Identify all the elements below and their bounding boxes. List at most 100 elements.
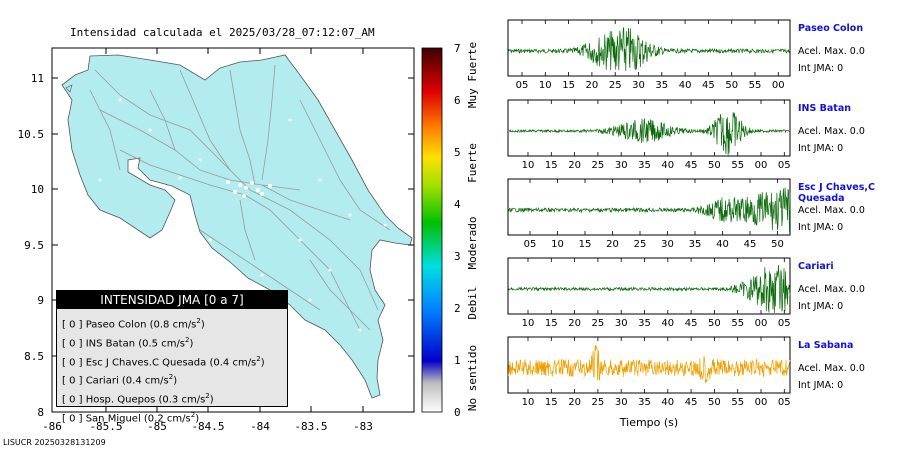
time-tick-label: 30 [661, 239, 674, 250]
time-tick-label: 30 [615, 397, 628, 408]
time-tick-label: 35 [689, 239, 702, 250]
legend-station: Esc J Chaves.C Quesada [85, 356, 210, 368]
legend-station: Paseo Colon [85, 319, 150, 331]
time-tick-label: 50 [708, 397, 721, 408]
colorbar-tick-label: 3 [454, 250, 461, 263]
colorbar-tick-label: 6 [454, 94, 461, 107]
time-axis-label: Tiempo (s) [619, 416, 678, 429]
time-tick-label: 45 [702, 80, 715, 91]
seismogram-panels: 05 10 15 20 25 30 35 40 45 50 55 00 10 15 20 25 30 35 40 45… [507, 19, 791, 429]
time-tick-label: 20 [568, 397, 581, 408]
time-tick-label: 20 [568, 318, 581, 329]
legend-intensity: [ 0 ] [62, 375, 86, 387]
time-tick-label: 25 [592, 160, 605, 171]
station-accel: Acel. Max. 0.0 [798, 205, 865, 216]
time-tick-label: 00 [772, 80, 785, 91]
time-tick-label: 55 [731, 160, 744, 171]
time-tick-label: 40 [679, 80, 692, 91]
time-tick-label: 15 [579, 239, 592, 250]
legend-intensity: [ 0 ] [62, 338, 86, 350]
time-tick-label: 35 [655, 80, 668, 91]
legend-intensity: [ 0 ] [62, 394, 86, 406]
time-tick-label: 45 [685, 397, 698, 408]
waveform-trace [507, 112, 791, 156]
time-tick-label: 35 [638, 397, 651, 408]
intensity-legend: INTENSIDAD JMA [0 a 7] [ 0 ] Paseo Colon… [56, 290, 288, 424]
map-title: Intensidad calculada el 2025/03/28_07:12… [70, 26, 375, 39]
map-y-tick-label: 10 [31, 183, 44, 196]
time-tick-label: 30 [632, 80, 645, 91]
time-tick-label: 15 [545, 160, 558, 171]
time-tick-label: 05 [516, 80, 529, 91]
legend-intensity: [ 0 ] [62, 413, 86, 425]
legend-station: INS Batan [85, 338, 139, 350]
time-tick-label: 55 [731, 318, 744, 329]
time-tick-label: 10 [551, 239, 564, 250]
time-tick-label: 50 [708, 318, 721, 329]
station-info: Cariari Acel. Max. 0.0 Int JMA: 0 [798, 261, 910, 318]
legend-title: INTENSIDAD JMA [0 a 7] [57, 291, 287, 309]
map-y-tick-label: 9.5 [24, 239, 44, 252]
costa-rica-land [61, 54, 413, 399]
time-tick-label: 00 [755, 160, 768, 171]
time-tick-label: 50 [771, 239, 784, 250]
time-tick-label: 50 [725, 80, 738, 91]
time-tick-label: 05 [524, 239, 537, 250]
time-tick-label: 40 [661, 318, 674, 329]
station-name: Cariari [798, 261, 834, 272]
time-tick-label: 10 [522, 397, 535, 408]
map-x-tick-label: -84 [250, 420, 270, 433]
station-name: INS Batan [798, 103, 852, 114]
map-x-tick-label: -83.5 [294, 420, 327, 433]
legend-accel: (0.5 cm/s [138, 338, 186, 350]
station-accel: Acel. Max. 0.0 [798, 363, 865, 374]
time-tick-label: 05 [778, 318, 791, 329]
station-name: La Sabana [798, 340, 854, 351]
time-tick-label: 20 [606, 239, 619, 250]
time-tick-label: 25 [609, 80, 622, 91]
time-tick-label: 00 [755, 318, 768, 329]
legend-intensity: [ 0 ] [62, 319, 86, 331]
colorbar-tick-label: 7 [454, 42, 461, 55]
waveform-trace [507, 187, 791, 233]
colorbar: 7 6 5 4 3 2 1 0 Muy Fuerte Fuerte Moderado Debil No… [421, 42, 479, 419]
station-info: La Sabana Acel. Max. 0.0 Int JMA: 0 [798, 340, 910, 397]
legend-row: [ 0 ] INS Batan (0.5 cm/s2) [62, 335, 194, 350]
colorbar-category-label: Fuerte [466, 143, 479, 183]
time-tick-label: 25 [634, 239, 647, 250]
map-x-tick-label: -85.5 [89, 420, 122, 433]
map-y-tick-label: 8 [37, 406, 44, 419]
legend-station: Cariari [85, 375, 122, 387]
legend-accel: (0.8 cm/s [149, 319, 197, 331]
map-x-tick-label: -86 [42, 420, 62, 433]
time-tick-label: 15 [545, 397, 558, 408]
time-tick-label: 10 [539, 80, 552, 91]
time-tick-label: 25 [592, 318, 605, 329]
station-jma: Int JMA: 0 [798, 63, 844, 74]
time-tick-label: 15 [545, 318, 558, 329]
time-tick-label: 10 [522, 160, 535, 171]
footer-id: LISUCR 20250328131209 [3, 438, 106, 447]
legend-accel: (0.3 cm/s [158, 394, 206, 406]
seismogram-panel: 10 15 20 25 30 35 40 45 50 55 00 05 [507, 257, 791, 329]
time-tick-label: 05 [778, 397, 791, 408]
time-tick-label: 55 [731, 397, 744, 408]
time-tick-label: 20 [568, 160, 581, 171]
time-tick-label: 05 [778, 160, 791, 171]
time-tick-label: 25 [592, 397, 605, 408]
map-y-tick-label: 8.5 [24, 350, 44, 363]
legend-row: [ 0 ] Esc J Chaves.C Quesada (0.4 cm/s2) [62, 354, 265, 368]
station-name: Paseo Colon [798, 23, 864, 34]
station-jma: Int JMA: 0 [798, 143, 844, 154]
legend-row: [ 0 ] Hosp. Quepos (0.3 cm/s2) [62, 392, 214, 406]
colorbar-tick-label: 1 [454, 354, 461, 367]
station-name: Esc J Chaves,C Quesada [798, 182, 875, 204]
seismogram-panel: 10 15 20 25 30 35 40 45 50 55 00 05 [507, 336, 791, 408]
colorbar-tick-label: 0 [454, 406, 461, 419]
legend-accel: (0.2 cm/s [143, 413, 191, 425]
colorbar-tick-label: 4 [454, 198, 461, 211]
legend-row: [ 0 ] Paseo Colon (0.8 cm/s2) [62, 317, 205, 331]
time-tick-label: 35 [638, 318, 651, 329]
seismogram-panel: 10 15 20 25 30 35 40 45 50 55 00 05 [507, 99, 791, 171]
